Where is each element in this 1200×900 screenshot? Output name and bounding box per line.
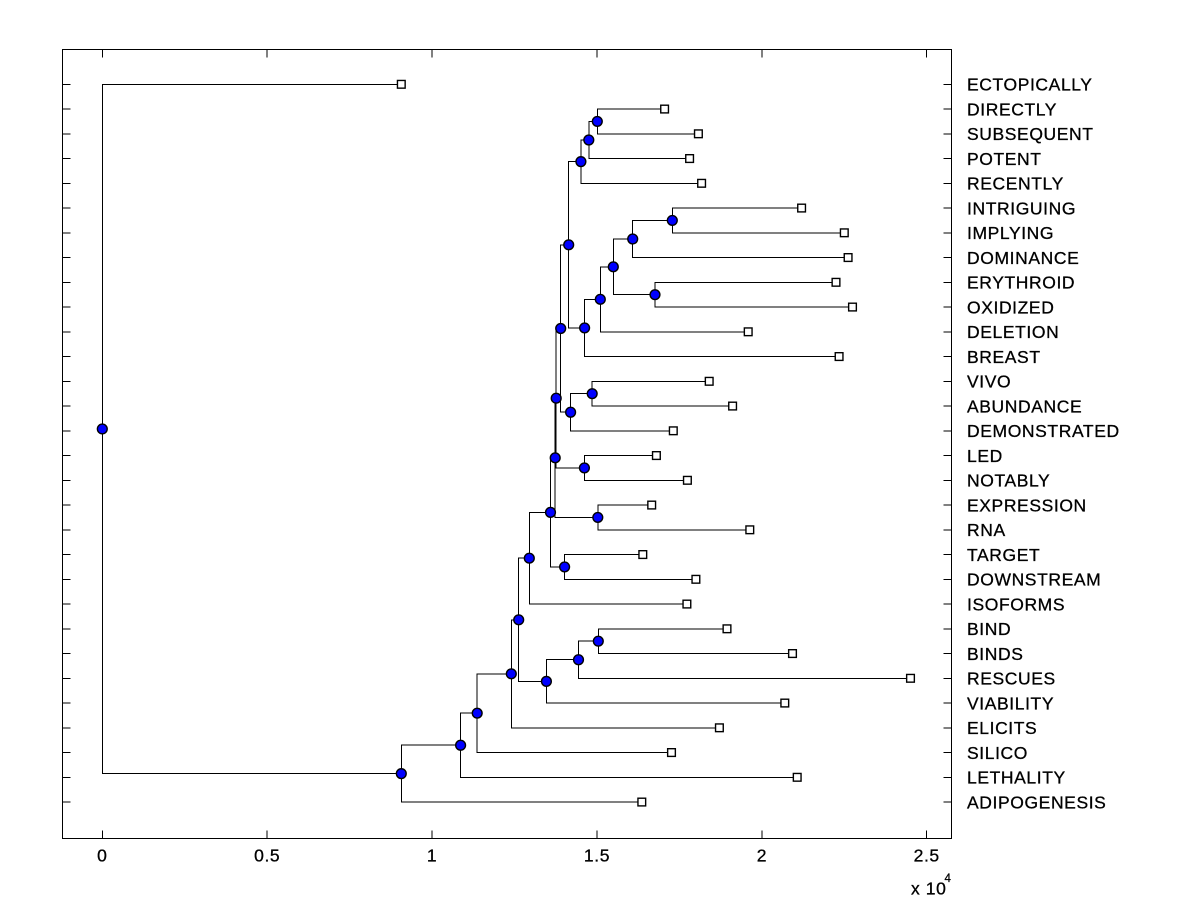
svg-text:TARGET: TARGET [967, 545, 1040, 565]
svg-text:DIRECTLY: DIRECTLY [967, 99, 1057, 119]
svg-text:RESCUES: RESCUES [967, 669, 1056, 689]
svg-text:DELETION: DELETION [967, 322, 1059, 342]
svg-text:IMPLYING: IMPLYING [967, 223, 1054, 243]
svg-text:SUBSEQUENT: SUBSEQUENT [967, 124, 1094, 144]
svg-text:1: 1 [427, 845, 437, 865]
svg-text:LED: LED [967, 446, 1003, 466]
svg-text:LETHALITY: LETHALITY [967, 768, 1066, 788]
svg-text:ADIPOGENESIS: ADIPOGENESIS [967, 792, 1106, 812]
svg-text:1.5: 1.5 [584, 845, 610, 865]
svg-text:VIVO: VIVO [967, 372, 1011, 392]
svg-text:2: 2 [757, 845, 767, 865]
svg-text:RECENTLY: RECENTLY [967, 174, 1064, 194]
svg-text:SILICO: SILICO [967, 743, 1028, 763]
svg-text:ECTOPICALLY: ECTOPICALLY [967, 75, 1093, 95]
svg-text:EXPRESSION: EXPRESSION [967, 495, 1087, 515]
svg-text:x 10: x 10 [911, 879, 946, 899]
svg-text:BREAST: BREAST [967, 347, 1041, 367]
svg-text:0: 0 [97, 845, 107, 865]
svg-text:2.5: 2.5 [914, 845, 940, 865]
svg-text:OXIDIZED: OXIDIZED [967, 297, 1054, 317]
svg-text:ISOFORMS: ISOFORMS [967, 594, 1065, 614]
svg-text:0.5: 0.5 [254, 845, 280, 865]
svg-text:BIND: BIND [967, 619, 1011, 639]
svg-text:4: 4 [945, 873, 952, 885]
svg-text:NOTABLY: NOTABLY [967, 471, 1050, 491]
svg-text:DEMONSTRATED: DEMONSTRATED [967, 421, 1120, 441]
svg-text:ABUNDANCE: ABUNDANCE [967, 396, 1082, 416]
svg-text:VIABILITY: VIABILITY [967, 693, 1054, 713]
svg-text:RNA: RNA [967, 520, 1006, 540]
svg-text:ELICITS: ELICITS [967, 718, 1037, 738]
svg-text:POTENT: POTENT [967, 149, 1042, 169]
svg-text:DOMINANCE: DOMINANCE [967, 248, 1079, 268]
svg-text:DOWNSTREAM: DOWNSTREAM [967, 570, 1101, 590]
svg-text:ERYTHROID: ERYTHROID [967, 273, 1075, 293]
svg-text:BINDS: BINDS [967, 644, 1023, 664]
svg-text:INTRIGUING: INTRIGUING [967, 198, 1076, 218]
